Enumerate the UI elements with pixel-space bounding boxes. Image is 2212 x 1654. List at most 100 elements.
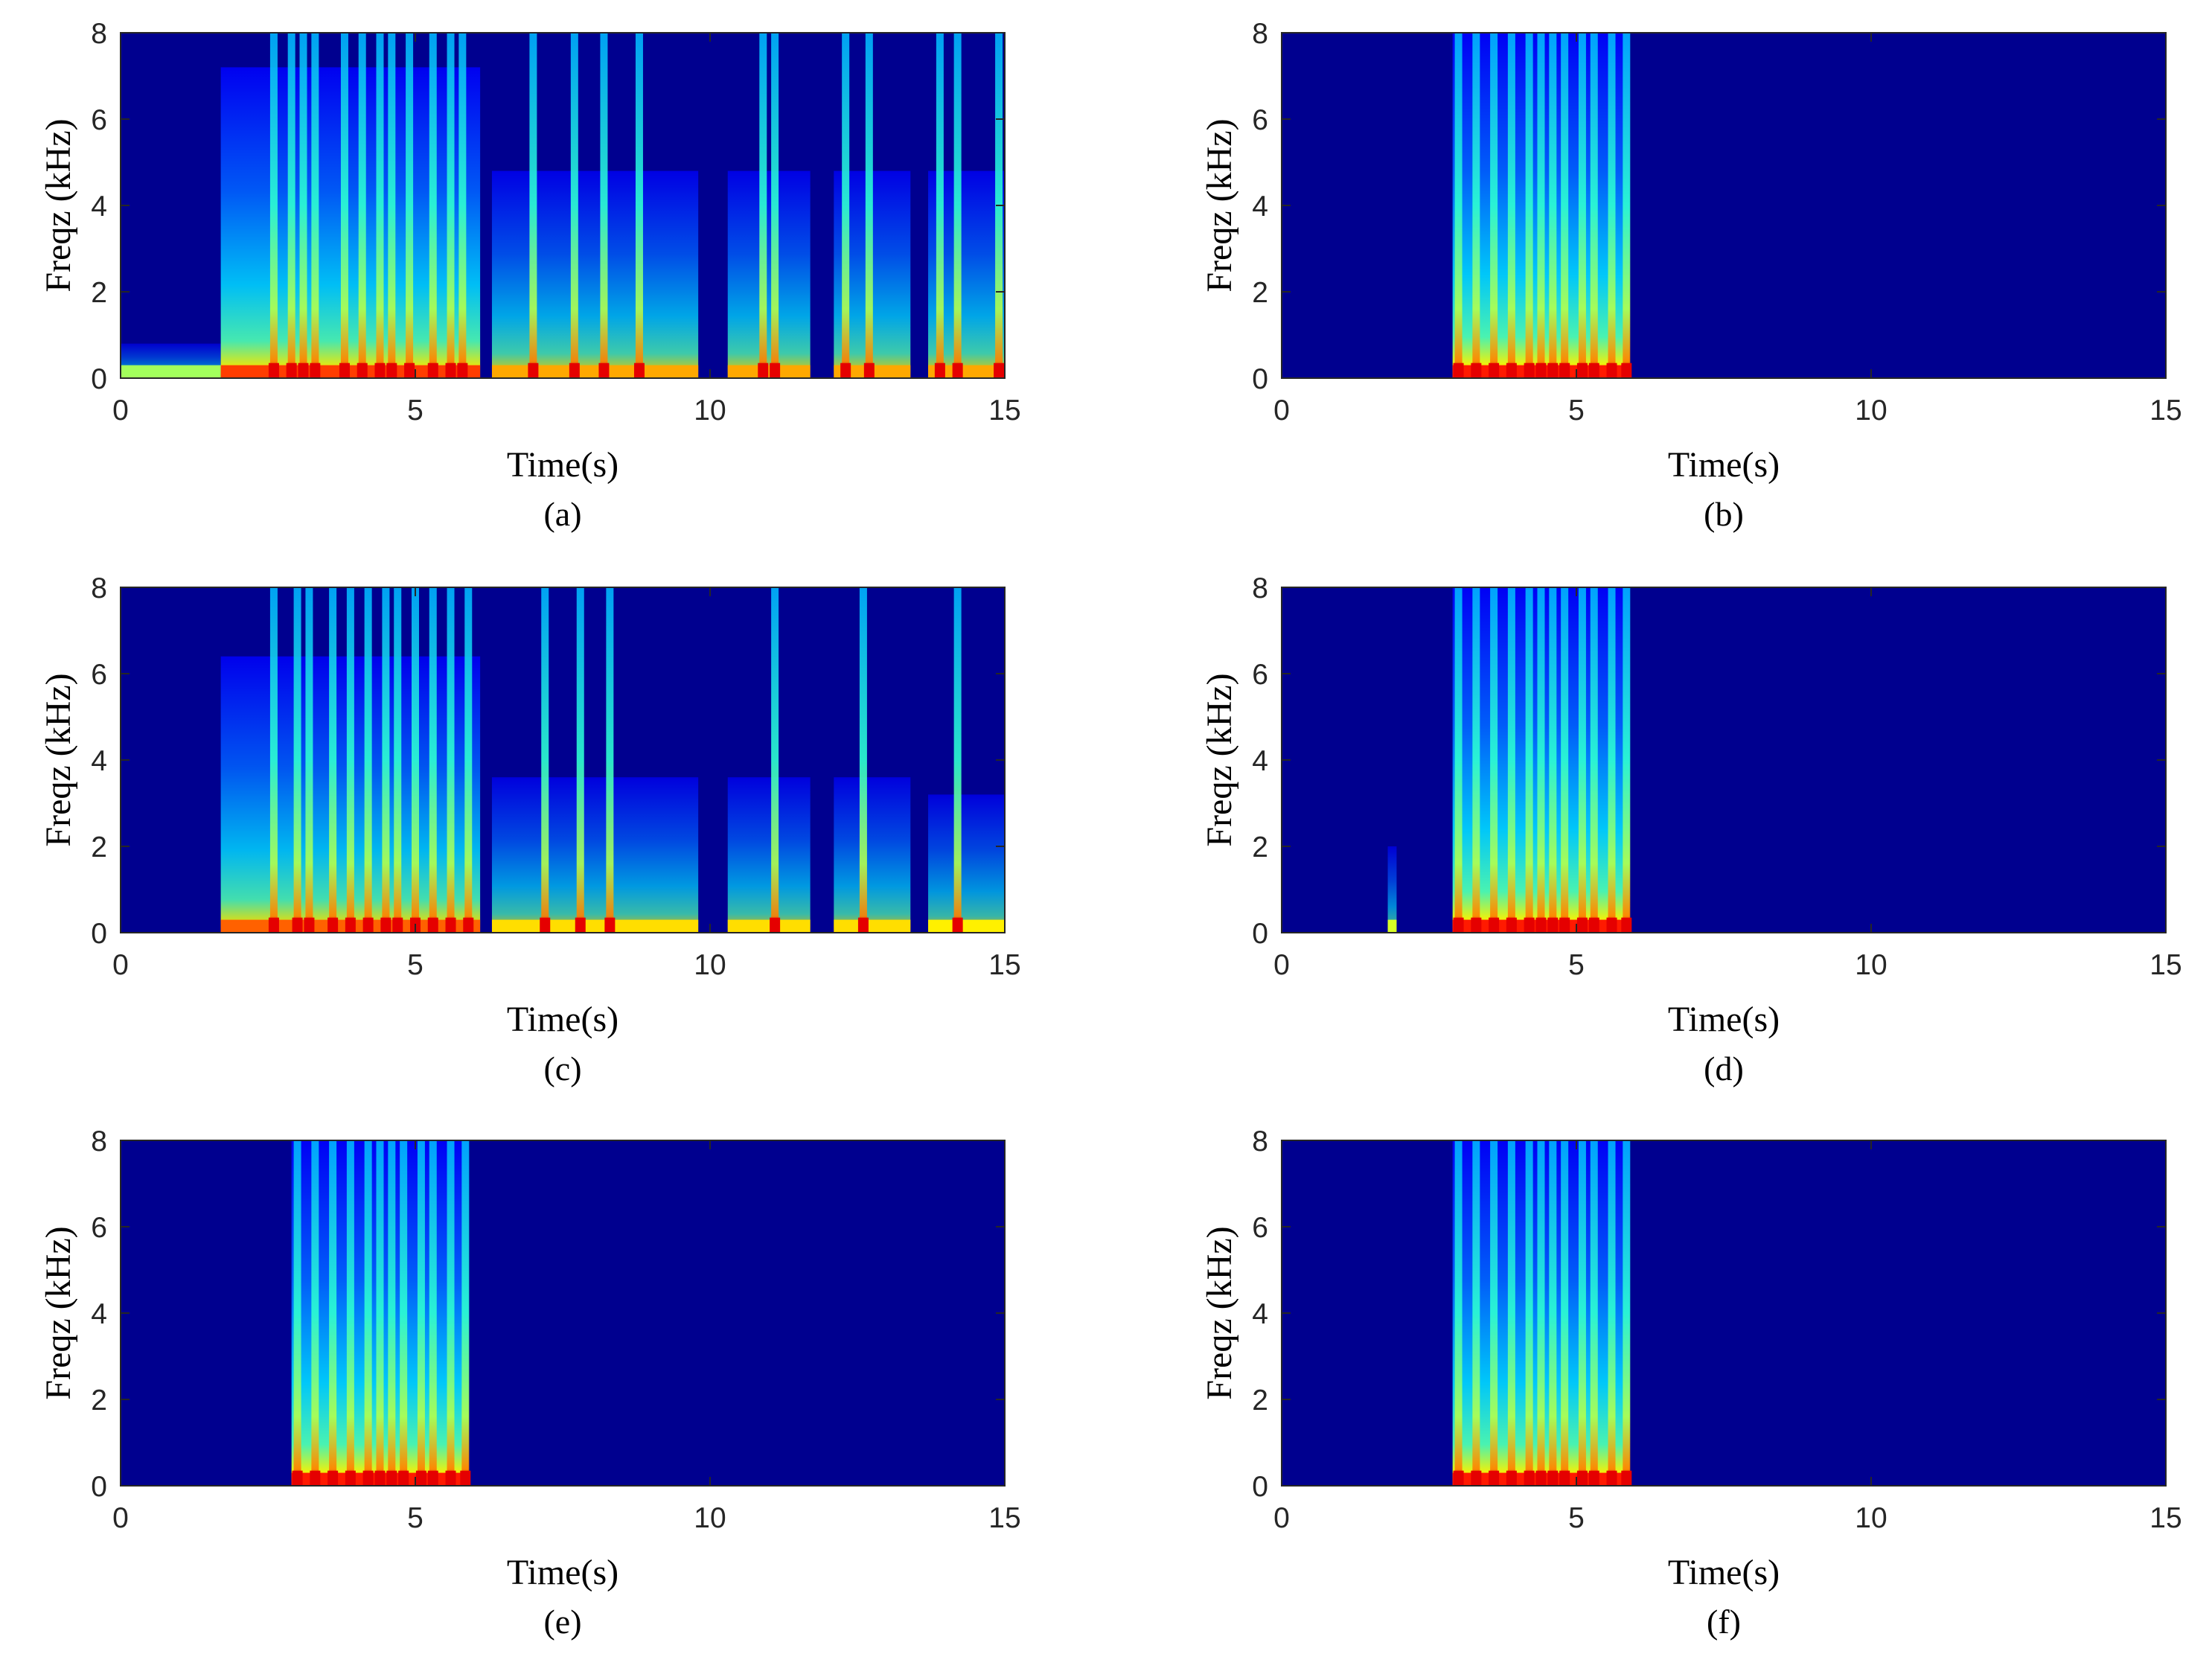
burst-low-frequency-energy <box>1576 363 1588 378</box>
burst-low-frequency-energy <box>415 1470 426 1486</box>
x-tick-label: 5 <box>407 1502 423 1534</box>
low-frequency-band <box>727 919 811 933</box>
speech-burst <box>376 33 384 378</box>
burst-low-frequency-energy <box>380 917 391 933</box>
speech-burst <box>388 1140 396 1486</box>
burst-low-frequency-energy <box>857 917 869 933</box>
speech-burst <box>464 587 473 933</box>
burst-low-frequency-energy <box>304 917 315 933</box>
x-tick-label: 15 <box>988 949 1020 981</box>
speech-burst <box>1525 33 1533 378</box>
plot-background <box>1282 33 2166 378</box>
burst-low-frequency-energy <box>286 363 297 378</box>
speech-burst <box>358 33 366 378</box>
burst-low-frequency-energy <box>1535 363 1547 378</box>
y-tick-label: 8 <box>91 18 107 50</box>
x-tick-label: 0 <box>112 395 129 427</box>
burst-low-frequency-energy <box>1453 1470 1464 1486</box>
burst-low-frequency-energy <box>1621 1470 1632 1486</box>
y-tick-label: 0 <box>1252 918 1268 950</box>
x-tick-label: 15 <box>988 395 1020 427</box>
y-tick-label: 0 <box>1252 1471 1268 1503</box>
burst-low-frequency-energy <box>1506 917 1517 933</box>
speech-burst <box>953 587 962 933</box>
speech-burst <box>1623 1140 1631 1486</box>
burst-low-frequency-energy <box>1453 363 1464 378</box>
x-tick-label: 15 <box>2149 1502 2181 1534</box>
speech-burst <box>1454 1140 1463 1486</box>
speech-burst <box>1507 33 1515 378</box>
speech-burst <box>1549 587 1557 933</box>
burst-low-frequency-energy <box>758 363 769 378</box>
burst-low-frequency-energy <box>1489 363 1500 378</box>
burst-low-frequency-energy <box>994 363 1005 378</box>
y-tick-label: 6 <box>91 104 107 136</box>
burst-low-frequency-energy <box>445 1470 456 1486</box>
speech-burst <box>388 33 396 378</box>
speech-burst <box>461 1140 470 1486</box>
y-tick-label: 4 <box>91 191 107 223</box>
speech-burst <box>953 33 962 378</box>
x-tick-label: 5 <box>407 949 423 981</box>
low-frequency-band <box>727 365 811 378</box>
speech-burst <box>1537 587 1545 933</box>
x-axis-label: Time(s) <box>507 445 618 485</box>
speech-burst <box>1623 33 1631 378</box>
burst-low-frequency-energy <box>1606 1470 1617 1486</box>
burst-low-frequency-energy <box>1559 917 1570 933</box>
burst-low-frequency-energy <box>1576 1470 1588 1486</box>
speech-burst <box>293 1140 301 1486</box>
speech-burst <box>1561 1140 1569 1486</box>
y-tick-label: 2 <box>1252 831 1268 863</box>
burst-low-frequency-energy <box>569 363 580 378</box>
burst-low-frequency-energy <box>445 363 456 378</box>
speech-burst <box>364 1140 372 1486</box>
burst-low-frequency-energy <box>362 917 374 933</box>
speech-burst <box>1549 33 1557 378</box>
burst-low-frequency-energy <box>1588 363 1599 378</box>
speech-burst <box>859 587 867 933</box>
speech-burst <box>606 587 614 933</box>
burst-low-frequency-energy <box>374 363 386 378</box>
speech-burst <box>346 1140 354 1486</box>
burst-low-frequency-energy <box>398 1470 409 1486</box>
speech-burst <box>576 587 584 933</box>
x-tick-label: 10 <box>1855 395 1887 427</box>
speech-burst <box>1590 587 1598 933</box>
burst-low-frequency-energy <box>952 917 963 933</box>
y-tick-label: 6 <box>1252 1212 1268 1244</box>
speech-burst <box>447 587 455 933</box>
speech-burst <box>1561 587 1569 933</box>
speech-burst <box>842 33 850 378</box>
y-tick-label: 2 <box>91 831 107 863</box>
y-tick-label: 4 <box>91 745 107 777</box>
burst-low-frequency-energy <box>1489 1470 1500 1486</box>
speech-burst <box>1608 1140 1616 1486</box>
x-tick-label: 5 <box>1568 949 1585 981</box>
x-tick-label: 0 <box>112 949 129 981</box>
speech-burst <box>1490 587 1498 933</box>
speech-burst <box>1590 33 1598 378</box>
speech-burst <box>1537 1140 1545 1486</box>
y-tick-label: 2 <box>91 277 107 309</box>
y-tick-label: 8 <box>91 572 107 604</box>
y-axis-label: Freqz (kHz) <box>39 673 78 846</box>
speech-burst <box>1623 587 1631 933</box>
x-tick-label: 10 <box>694 949 726 981</box>
spectral-energy-region <box>834 777 911 933</box>
burst-low-frequency-energy <box>1535 917 1547 933</box>
speech-burst <box>936 33 944 378</box>
y-tick-label: 8 <box>1252 572 1268 604</box>
speech-burst <box>771 33 779 378</box>
burst-low-frequency-energy <box>404 363 415 378</box>
burst-low-frequency-energy <box>427 363 438 378</box>
speech-burst <box>1578 587 1586 933</box>
speech-burst <box>447 1140 455 1486</box>
burst-low-frequency-energy <box>1535 1470 1547 1486</box>
x-tick-label: 0 <box>1273 395 1290 427</box>
spectrogram-panel: 0 5 10 15 0 2 4 6 8 Time(s) Freqz (kHz) (d) <box>1200 572 2182 1088</box>
x-axis-label: Time(s) <box>507 1000 618 1039</box>
speech-burst <box>340 33 348 378</box>
speech-burst <box>1608 33 1616 378</box>
burst-low-frequency-energy <box>1506 363 1517 378</box>
